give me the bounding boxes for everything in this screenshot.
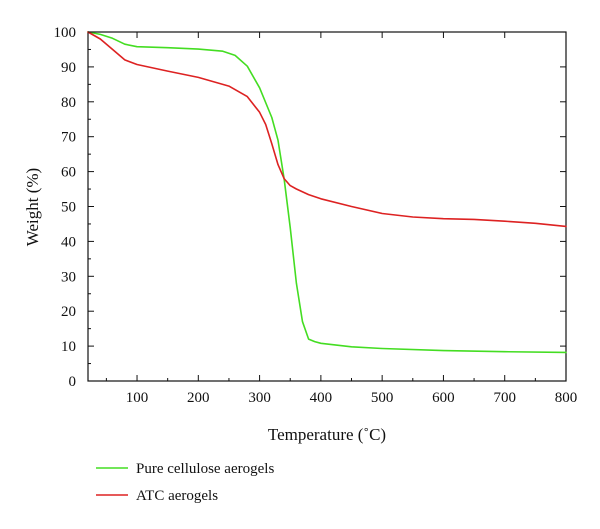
plot-area [87, 31, 567, 382]
series-line-pure-cellulose [87, 31, 567, 354]
y-tick-label: 60 [61, 165, 76, 181]
legend: Pure cellulose aerogels ATC aerogels [96, 461, 274, 504]
y-tick-label: 0 [69, 374, 77, 390]
legend-label: Pure cellulose aerogels [136, 461, 274, 477]
x-tick-label: 100 [126, 390, 149, 406]
y-tick-label: 70 [61, 130, 76, 146]
axis-ticks: 100 200 300 400 500 600 700 800 0 10 20 30 40 50 60 70 8… [54, 25, 578, 406]
y-tick-label: 90 [61, 60, 76, 76]
y-tick-label: 100 [54, 25, 77, 41]
x-tick-label: 200 [187, 390, 210, 406]
legend-label: ATC aerogels [136, 488, 218, 504]
y-tick-label: 50 [61, 200, 76, 216]
y-tick-label: 20 [61, 304, 76, 320]
x-tick-label: 600 [432, 390, 455, 406]
y-axis-title: Weight (%) [23, 168, 42, 246]
x-tick-label: 500 [371, 390, 394, 406]
x-tick-label: 300 [248, 390, 271, 406]
series-lines [87, 31, 567, 354]
plot-frame [87, 31, 567, 382]
y-tick-label: 80 [61, 95, 76, 111]
x-tick-label: 700 [493, 390, 516, 406]
series-line-atc [87, 31, 567, 228]
x-tick-label: 800 [555, 390, 578, 406]
x-tick-label: 400 [310, 390, 333, 406]
y-tick-label: 40 [61, 234, 76, 250]
x-axis-title: Temperature (˚C) [268, 425, 386, 444]
y-tick-label: 30 [61, 269, 76, 285]
y-tick-label: 10 [61, 339, 76, 355]
